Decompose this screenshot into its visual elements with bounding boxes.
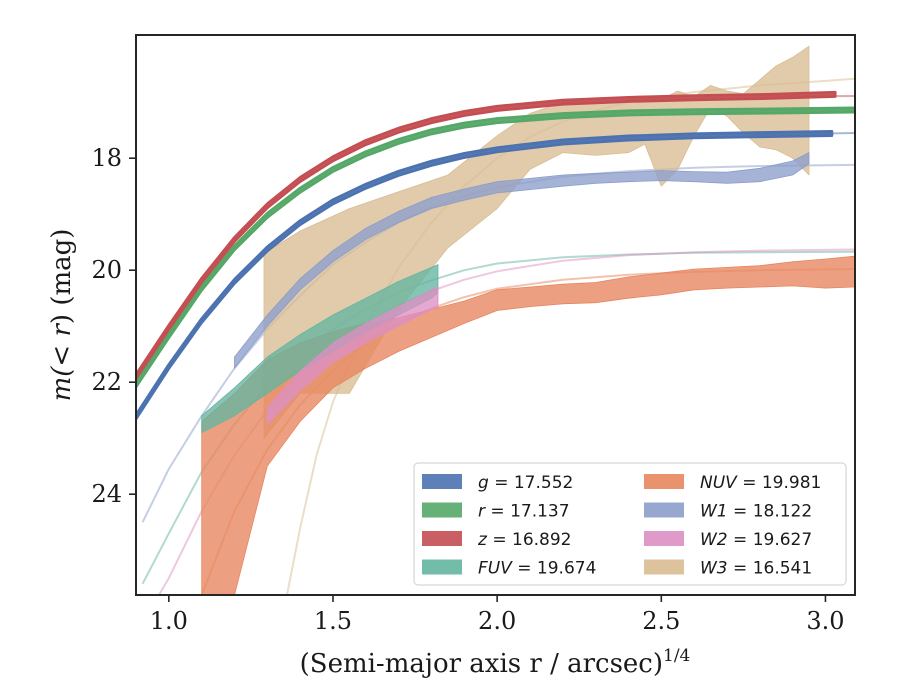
band-r [136,106,855,389]
legend-band-name: W2 [700,530,728,550]
legend-band-name: z [477,530,488,550]
legend-equals: = [487,530,512,550]
x-axis-title-exponent: 1/4 [663,646,690,666]
legend-equals: = [512,559,537,579]
legend-swatch-z [422,531,462,546]
band-w1 [234,152,810,369]
legend-label-g: g = 17.552 [478,473,573,493]
legend-band-name: W3 [700,559,728,579]
legend-swatch-w1 [644,502,684,518]
legend-label-r: r = 17.137 [478,502,570,522]
axis-ticks: 1.0 1.5 2.0 2.5 3.0 18 20 22 24 [91,144,844,635]
band-z [136,90,837,381]
legend-value: 19.981 [762,473,821,493]
x-axis-title: (Semi-major axis r / arcsec)1/4 [300,646,691,679]
legend-value: 16.541 [753,559,812,579]
legend-swatch-fuv [422,559,462,575]
legend-band-name: W1 [700,502,728,522]
plot-frame [135,34,856,596]
legend-value: 19.674 [537,559,596,579]
y-axis-title-math: < r [47,323,77,367]
legend-value: 17.552 [514,473,573,493]
x-tick-label: 1.5 [314,607,352,635]
series-layer [136,45,855,595]
legend-equals: = [485,502,510,522]
legend-swatch-nuv [644,474,684,489]
y-tick-label: 18 [91,144,122,172]
legend-label-w3: W3 = 16.541 [700,559,812,579]
legend-band-name: FUV [478,559,513,579]
legend-band-name: NUV [700,473,738,493]
band-w2 [266,286,439,425]
legend-label-fuv: FUV = 19.674 [478,559,596,579]
legend-equals: = [728,559,753,579]
legend-equals: = [737,473,762,493]
x-tick-label: 2.5 [642,607,680,635]
legend-equals: = [728,502,753,522]
legend: g = 17.552 r = 17.137 z = 16.892 FUV = 19.6… [413,462,847,586]
legend-label-w1: W1 = 18.122 [700,502,812,522]
y-tick-label: 24 [91,480,122,508]
x-axis-title-main: (Semi-major axis r / arcsec) [300,649,663,679]
x-tick-label: 1.0 [150,607,188,635]
band-g [136,130,834,421]
x-tick-label: 2.0 [478,607,516,635]
legend-frame [413,462,847,586]
legend-swatch-w2 [644,531,684,546]
legend-label-w2: W2 = 19.627 [700,530,812,550]
legend-value: 17.137 [510,502,569,522]
legend-value: 18.122 [753,502,812,522]
legend-swatch-r [422,502,462,518]
y-tick-label: 22 [91,368,122,396]
legend-swatch-w3 [644,559,684,575]
y-tick-label: 20 [91,256,122,284]
legend-label-nuv: NUV = 19.981 [700,473,821,493]
y-axis-title-prefix: m( [47,366,77,402]
legend-equals: = [728,530,753,550]
y-axis-title: m(< r) (mag) [47,229,77,402]
legend-swatch-g [422,474,462,489]
legend-label-z: z = 16.892 [477,530,571,550]
legend-equals: = [489,473,514,493]
legend-band-name: r [478,502,486,522]
legend-value: 16.892 [512,530,571,550]
x-tick-label: 3.0 [806,607,844,635]
legend-value: 19.627 [753,530,812,550]
legend-entries: g = 17.552 r = 17.137 z = 16.892 FUV = 19.6… [422,473,821,579]
y-axis-title-suffix: ) (mag) [47,229,77,325]
legend-band-name: g [478,473,489,493]
